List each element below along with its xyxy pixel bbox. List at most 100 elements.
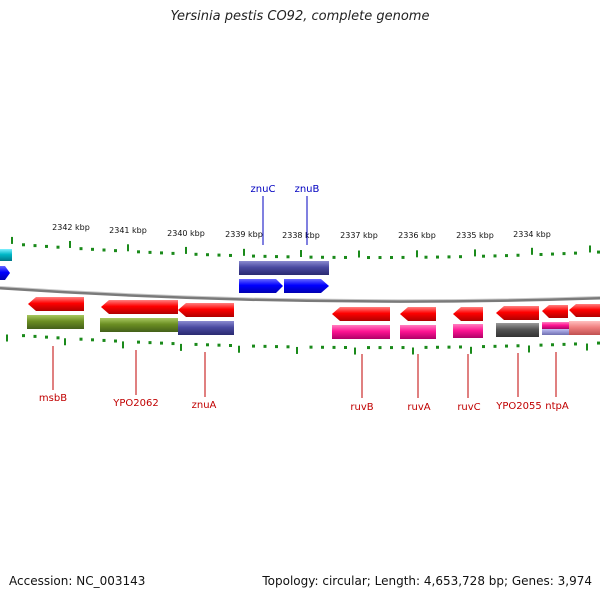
- minor-tick: [378, 256, 382, 260]
- gene-label-ruvA: ruvA: [407, 402, 430, 413]
- minor-tick: [516, 253, 520, 257]
- map-title: Yersinia pestis CO92, complete genome: [170, 9, 430, 24]
- minor-tick: [229, 344, 232, 348]
- gene-arrow-blue-edge: [0, 266, 10, 280]
- ruler-label-2335: 2335 kbp: [456, 231, 494, 240]
- minor-tick: [252, 254, 255, 258]
- ruler-label-2334: 2334 kbp: [513, 230, 551, 239]
- minor-tick: [505, 254, 508, 258]
- minor-tick: [137, 250, 140, 254]
- minor-tick: [114, 249, 117, 253]
- minor-tick: [367, 346, 370, 350]
- minor-tick: [447, 345, 451, 349]
- cog-block-YPO2062: [100, 318, 178, 332]
- gene-arrow-ruvB: [332, 307, 390, 321]
- minor-tick: [401, 346, 405, 350]
- gene-label-ntpA: ntpA: [545, 401, 569, 412]
- gene-label-msbB: msbB: [39, 393, 67, 404]
- cog-block-ruvC: [453, 324, 483, 338]
- gene-arrow-znuA: [178, 303, 234, 317]
- gene-label-znuA: znuA: [192, 400, 217, 411]
- gene-label-YPO2055: YPO2055: [495, 401, 541, 412]
- topology-text: Topology: circular; Length: 4,653,728 bp…: [262, 574, 592, 588]
- minor-tick: [436, 255, 439, 259]
- minor-tick: [263, 254, 267, 258]
- minor-tick: [217, 343, 221, 347]
- cog-block-ruvA: [400, 325, 436, 339]
- lower-tick-ruler: [6, 334, 600, 355]
- minor-tick: [436, 345, 439, 349]
- minor-tick: [539, 252, 543, 256]
- minor-tick: [194, 252, 198, 256]
- minor-tick: [332, 255, 336, 259]
- minor-tick: [574, 251, 577, 255]
- minor-tick: [252, 344, 255, 348]
- minor-tick: [286, 345, 290, 349]
- minor-tick: [378, 346, 382, 350]
- minor-tick: [390, 346, 393, 350]
- forward-features: [0, 249, 329, 293]
- gene-label-znuB: znuB: [295, 184, 320, 195]
- cog-block-msbB: [27, 315, 84, 329]
- ruler-label-2339: 2339 kbp: [225, 230, 263, 239]
- ruler-label-2340: 2340 kbp: [167, 229, 205, 238]
- cog-block-znuC: [239, 261, 284, 275]
- reverse-features: [27, 297, 600, 339]
- cog-block-salmon-edge: [569, 321, 600, 335]
- cog-block-znuB: [284, 261, 329, 275]
- gene-label-ruvB: ruvB: [350, 402, 373, 413]
- minor-tick: [22, 334, 25, 338]
- minor-tick: [79, 337, 83, 341]
- minor-tick: [45, 244, 48, 248]
- minor-tick: [551, 343, 554, 347]
- minor-tick: [137, 340, 140, 344]
- minor-tick: [102, 338, 106, 342]
- minor-tick: [551, 252, 554, 256]
- cog-block-ntpA-lav: [542, 329, 569, 335]
- upper-tick-ruler: [11, 236, 600, 260]
- minor-tick: [597, 341, 600, 345]
- gene-arrow-znuC: [239, 279, 283, 293]
- minor-tick: [217, 253, 221, 257]
- gene-label-znuC: znuC: [251, 184, 276, 195]
- minor-tick: [148, 341, 152, 345]
- minor-tick: [309, 255, 313, 259]
- minor-tick: [206, 343, 209, 347]
- minor-tick: [275, 345, 278, 349]
- minor-tick: [367, 256, 370, 260]
- gene-arrow-ntpA: [542, 305, 568, 318]
- minor-tick: [56, 245, 60, 249]
- ruler-label-2336: 2336 kbp: [398, 231, 436, 240]
- minor-tick: [562, 252, 566, 256]
- accession-text: Accession: NC_003143: [9, 574, 146, 588]
- minor-tick: [459, 255, 462, 259]
- gene-arrow-ruvA: [400, 307, 436, 321]
- minor-tick: [539, 343, 543, 347]
- minor-tick: [91, 338, 94, 342]
- gene-arrow-ruvC: [453, 307, 483, 321]
- minor-tick: [321, 345, 324, 349]
- minor-tick: [148, 250, 152, 254]
- minor-tick: [321, 255, 324, 259]
- minor-tick: [332, 345, 336, 349]
- cog-block-YPO2055: [496, 323, 539, 337]
- ruler-label-2341: 2341 kbp: [109, 226, 147, 235]
- minor-tick: [562, 342, 566, 346]
- minor-tick: [597, 250, 600, 254]
- minor-tick: [206, 253, 209, 257]
- minor-tick: [33, 244, 37, 248]
- minor-tick: [160, 251, 163, 255]
- ruler-label-2338: 2338 kbp: [282, 231, 320, 240]
- minor-tick: [171, 342, 175, 346]
- cog-block-ntpA-pink: [542, 322, 569, 329]
- minor-tick: [459, 345, 462, 349]
- minor-tick: [45, 335, 48, 339]
- minor-tick: [344, 345, 347, 349]
- cog-block-ruvB: [332, 325, 390, 339]
- gene-arrow-znuB: [284, 279, 329, 293]
- minor-tick: [263, 344, 267, 348]
- minor-tick: [401, 255, 405, 259]
- ruler-label-2342: 2342 kbp: [52, 223, 90, 232]
- minor-tick: [447, 255, 451, 259]
- minor-tick: [574, 342, 577, 346]
